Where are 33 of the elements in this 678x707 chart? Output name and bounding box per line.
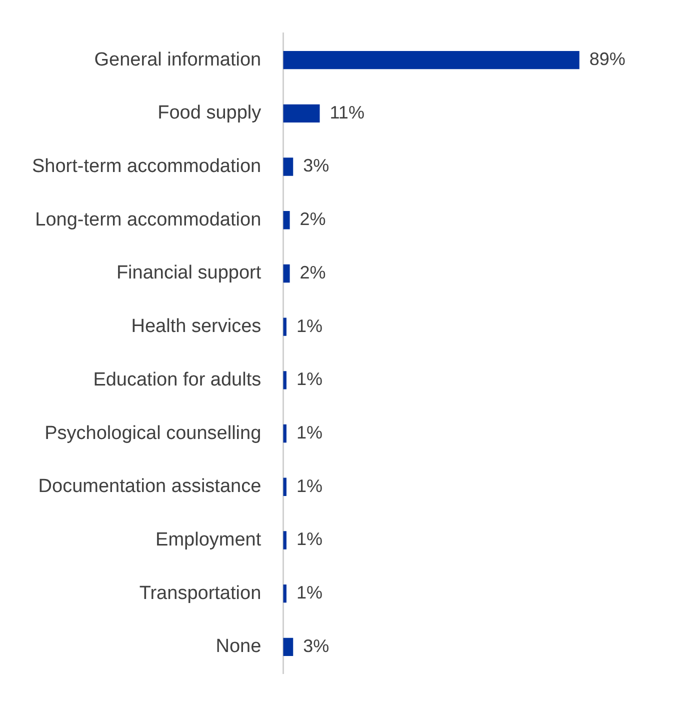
y-tick-label: Transportation bbox=[139, 582, 262, 604]
data-label: 89% bbox=[589, 49, 626, 70]
y-tick-label: None bbox=[216, 636, 262, 658]
data-label: 1% bbox=[296, 582, 322, 603]
data-label: 3% bbox=[303, 636, 330, 656]
y-tick-label: Long-term accommodation bbox=[35, 209, 262, 230]
y-tick-label: Health services bbox=[131, 316, 262, 338]
y-tick-label: Food supply bbox=[158, 102, 262, 124]
y-tick-label: Financial support bbox=[116, 262, 262, 284]
bar bbox=[283, 318, 286, 336]
y-tick-label: Employment bbox=[156, 529, 262, 550]
bar bbox=[283, 211, 290, 230]
y-tick-label: Documentation assistance bbox=[38, 476, 262, 498]
data-label: 1% bbox=[296, 529, 322, 550]
y-tick-label: General information bbox=[94, 49, 262, 70]
data-label: 1% bbox=[296, 316, 322, 336]
bar bbox=[283, 264, 290, 283]
data-label: 2% bbox=[300, 209, 326, 230]
data-label: 3% bbox=[303, 156, 330, 176]
y-tick-label: Psychological counselling bbox=[44, 422, 262, 444]
data-label: 2% bbox=[300, 262, 326, 282]
y-tick-label: Education for adults bbox=[93, 369, 262, 390]
bar bbox=[283, 158, 294, 176]
bar bbox=[283, 104, 320, 123]
data-label: 1% bbox=[296, 422, 322, 442]
y-tick-label: Short-term accommodation bbox=[32, 156, 262, 178]
data-label: 11% bbox=[330, 102, 364, 122]
bar bbox=[283, 638, 294, 656]
bar bbox=[283, 50, 580, 70]
bar bbox=[283, 531, 286, 550]
data-label: 1% bbox=[296, 476, 322, 496]
data-label: 1% bbox=[296, 369, 322, 390]
bar bbox=[283, 371, 286, 390]
